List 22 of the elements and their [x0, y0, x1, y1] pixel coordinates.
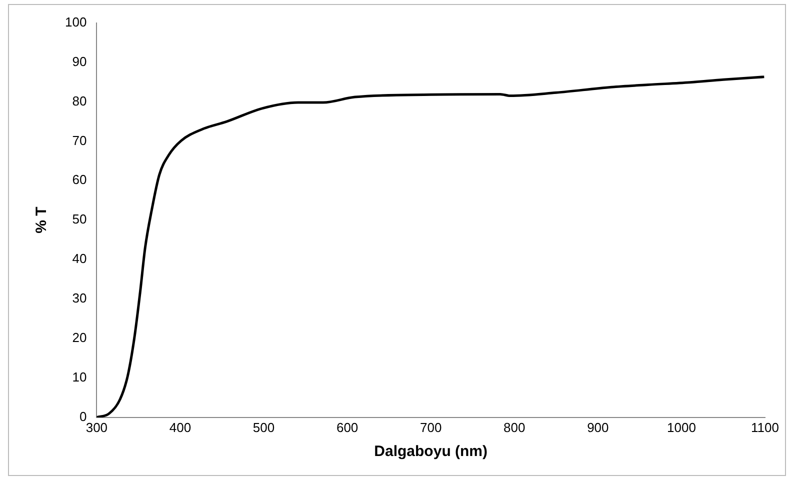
x-tick-label: 500	[252, 420, 275, 435]
x-tick-label: 1100	[751, 420, 779, 435]
y-tick-label: 20	[72, 330, 87, 346]
y-tick-label: 30	[72, 290, 87, 306]
x-tick-label: 1000	[667, 420, 696, 435]
y-tick-label: 100	[64, 14, 87, 30]
y-tick-label: 10	[72, 370, 87, 385]
y-axis-title: % T	[33, 206, 50, 234]
y-tick-label: 70	[72, 132, 87, 148]
y-tick-label: 50	[72, 212, 87, 227]
x-tick-label: 800	[504, 420, 526, 435]
y-tick-label: 40	[72, 251, 87, 266]
x-tick-label: 400	[169, 420, 192, 435]
y-tick-label: 80	[72, 93, 87, 108]
x-axis-title: Dalgaboyu (nm)	[374, 443, 488, 460]
y-tick-label: 60	[72, 172, 87, 188]
x-tick-label: 300	[86, 420, 108, 435]
x-tick-label: 700	[420, 420, 442, 435]
y-tick-label: 90	[72, 54, 87, 69]
x-tick-label: 900	[587, 420, 609, 435]
x-tick-label: 600	[336, 420, 358, 435]
y-tick-label: 0	[79, 408, 87, 424]
